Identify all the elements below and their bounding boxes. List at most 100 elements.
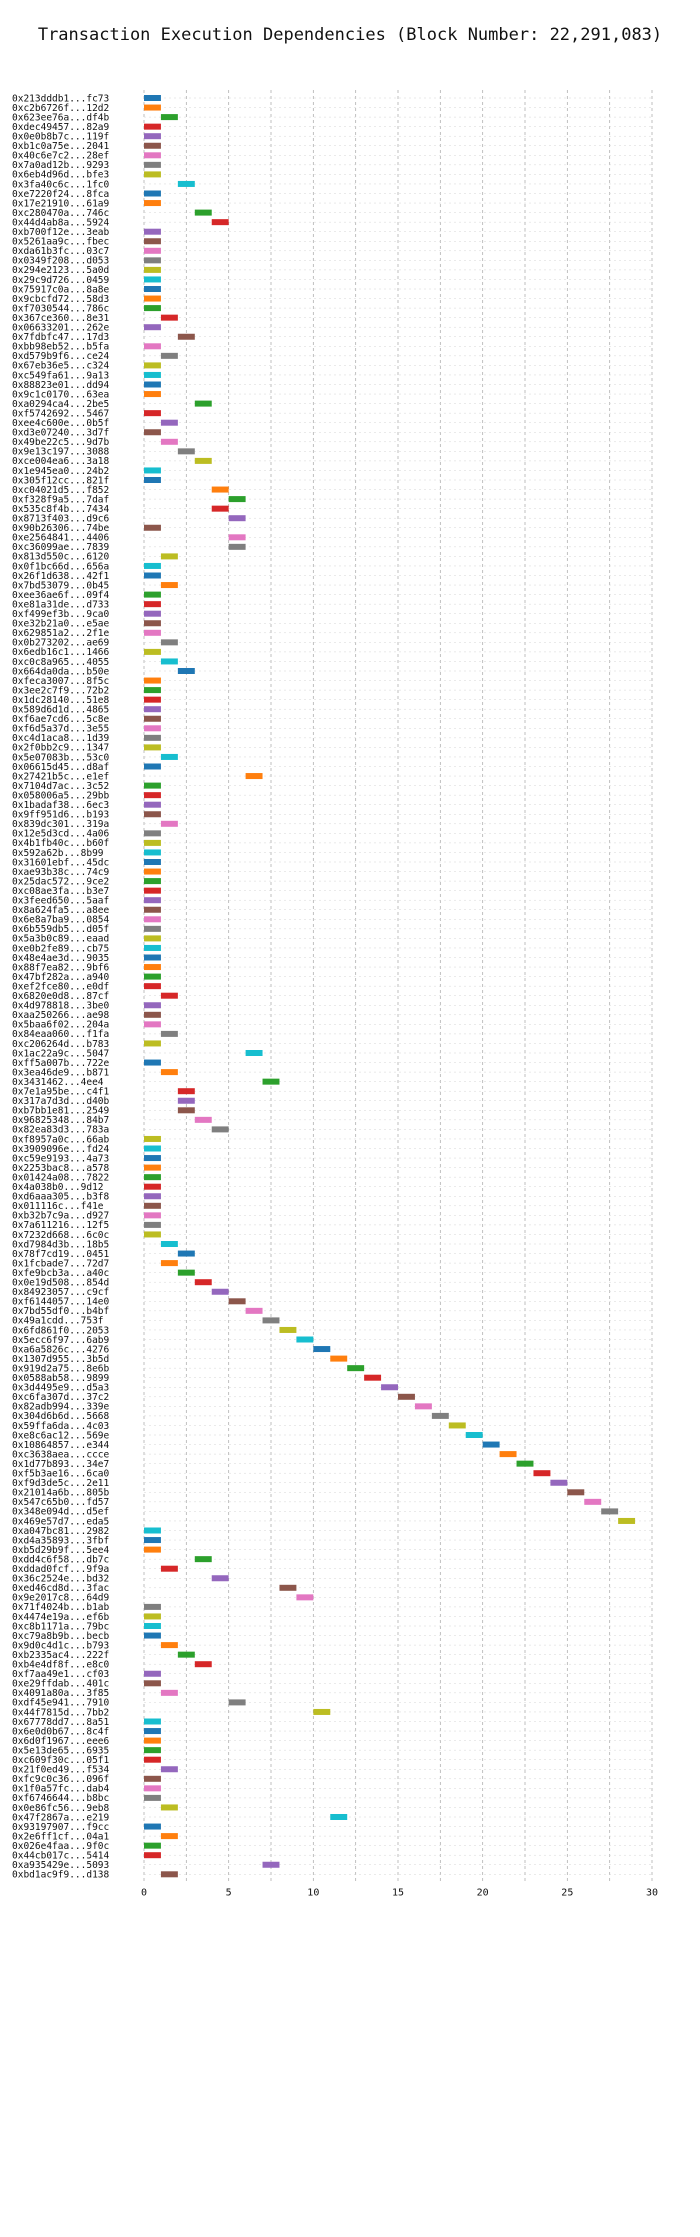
dependency-bar (618, 1517, 636, 1524)
dependency-bar (160, 992, 178, 999)
tx-label: 0xf9d3de5c...2e11 (12, 1478, 110, 1489)
dependency-bar (144, 133, 161, 140)
dependency-bar (228, 1298, 246, 1305)
tx-label: 0x31601ebf...45dc (12, 857, 109, 868)
dependency-bar (211, 1288, 229, 1295)
tx-label: 0x01424a08...7822 (12, 1172, 109, 1183)
dependency-bar (211, 1126, 229, 1133)
tx-label: 0x5baa6f02...204a (12, 1020, 109, 1031)
tx-label: 0xfe9bcb3a...a40c (12, 1268, 109, 1279)
dependency-bar (160, 553, 178, 560)
dependency-bar (144, 906, 161, 913)
dependency-bar (144, 1193, 161, 1200)
tx-label: 0x82adb994...339e (12, 1402, 110, 1413)
tx-label: 0x6eb4d96d...bfe3 (12, 170, 109, 181)
tx-label: 0x8713f403...d9c6 (12, 514, 110, 525)
dependency-bar (144, 276, 161, 283)
dependency-bar (160, 1241, 178, 1247)
dependency-bar (144, 305, 161, 312)
dependency-bar (144, 610, 161, 617)
tx-label: 0xd4a35893...3fbf (12, 1535, 109, 1546)
dependency-bar (313, 1346, 331, 1353)
dependency-bar (144, 152, 161, 159)
tx-label: 0x49be22c5...9d7b (12, 437, 110, 448)
dependency-bar (144, 648, 161, 655)
tx-label: 0x27421b5c...e1ef (12, 771, 109, 782)
dependency-bar (228, 496, 246, 503)
tx-label: 0x839dc301...319a (12, 819, 109, 830)
dependency-bar (144, 1680, 161, 1687)
tx-label: 0x8a624fa5...a8ee (12, 905, 110, 916)
tx-label: 0xa935429e...5093 (12, 1860, 109, 1871)
dependency-bar (279, 1584, 297, 1591)
tx-label: 0x3fa40c6c...1fc0 (12, 179, 110, 190)
dependency-bar (144, 973, 161, 980)
dependency-bar (144, 1202, 161, 1209)
dependency-bar (144, 1002, 161, 1009)
tx-label: 0xc280470a...746c (12, 208, 109, 219)
dependency-bar (144, 591, 161, 598)
dependency-bar (144, 830, 161, 837)
tx-label: 0x48e4ae3d...9035 (12, 953, 109, 964)
dependency-bar (465, 1432, 483, 1438)
tx-label: 0x44cb017c...5414 (12, 1851, 110, 1862)
dependency-bar (262, 1078, 280, 1085)
tx-label: 0x84923057...c9cf (12, 1287, 109, 1298)
tx-label: 0xef2fce80...e0df (12, 981, 109, 992)
tx-label: 0x21f0ed49...f534 (12, 1765, 110, 1776)
dependency-bar (144, 524, 161, 531)
tx-label: 0x29c9d726...0459 (12, 275, 110, 286)
dependency-bar (144, 429, 161, 436)
dependency-bar (144, 677, 161, 684)
dependency-bar (144, 381, 161, 388)
dependency-bar (160, 352, 178, 359)
dependency-bar (144, 792, 161, 799)
dependency-bar (144, 1145, 161, 1152)
y-tick-labels: 0x213dddb1...fc730xc2b6726f...12d20x623e… (12, 93, 110, 1880)
dependency-bar (144, 572, 161, 579)
dependency-bar (144, 1823, 161, 1830)
dependency-bar (177, 180, 195, 187)
tx-label: 0x4b1fb40c...b60f (12, 838, 109, 849)
tx-label: 0xd579b9f6...ce24 (12, 351, 110, 362)
tx-label: 0x67778dd7...8a51 (12, 1717, 110, 1728)
tx-label: 0xc08ae3fa...b3e7 (12, 886, 109, 897)
dependency-bar (313, 1708, 331, 1715)
tx-label: 0x0e19d508...854d (12, 1278, 109, 1289)
tx-label: 0x6e8a7ba9...0854 (12, 915, 110, 926)
dependency-bar (533, 1470, 551, 1477)
tx-label: 0x82ea83d3...783a (12, 1125, 109, 1136)
tx-label: 0x535c8f4b...7434 (12, 504, 110, 515)
dependency-bar (160, 1689, 178, 1696)
tx-label: 0x348e094d...d5ef (12, 1507, 109, 1518)
tx-label: 0x36c2524e...bd32 (12, 1574, 109, 1585)
tx-label: 0x17e21910...61a9 (12, 198, 110, 209)
dependency-bar (144, 811, 161, 818)
dependency-bar (499, 1451, 517, 1458)
dependency-bar (177, 1250, 195, 1257)
tx-label: 0x058006a5...29bb (12, 790, 110, 801)
tx-label: 0x469e57d7...eda5 (12, 1516, 109, 1527)
dependency-bar (144, 171, 161, 178)
tx-label: 0x6b559db5...d05f (12, 924, 109, 935)
dependency-bar (144, 266, 161, 273)
chart-title: Transaction Execution Dependencies (Bloc… (38, 25, 662, 45)
tx-label: 0xc04021d5...f852 (12, 485, 109, 496)
tx-label: 0x71f4024b...b1ab (12, 1602, 110, 1613)
dependency-bar (144, 467, 161, 474)
dependency-bar (160, 1565, 178, 1572)
dependency-bar (601, 1508, 619, 1515)
dependency-bar (194, 1279, 212, 1286)
dependency-bar (245, 1307, 263, 1314)
dependency-bar (194, 209, 212, 216)
dependency-bar (177, 668, 195, 674)
tx-label: 0xe81a31de...d733 (12, 599, 109, 610)
tx-label: 0x213dddb1...fc73 (12, 93, 109, 104)
dependency-bar (144, 562, 161, 569)
dependency-bar (144, 849, 161, 856)
dependency-bar (144, 1527, 161, 1534)
tx-label: 0x011116c...f41e (12, 1201, 104, 1212)
dependency-bar (414, 1403, 432, 1410)
tx-label: 0x47f2867a...e219 (12, 1812, 110, 1823)
dependency-bar (144, 954, 161, 961)
